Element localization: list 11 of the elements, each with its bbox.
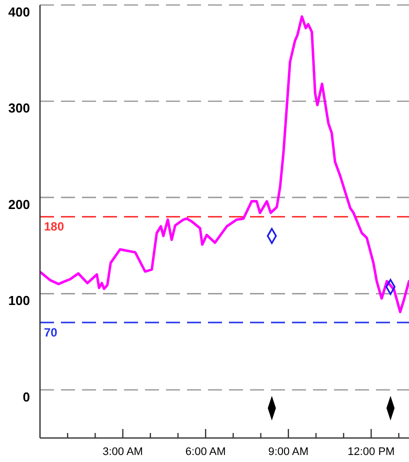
x-tick-label: 3:00 AM — [102, 446, 143, 458]
y-tick-label: 200 — [8, 196, 30, 212]
y-tick-label: 0 — [22, 389, 30, 404]
y-tick-label: 400 — [8, 4, 30, 20]
y-tick-label: 300 — [8, 100, 30, 116]
x-tick-label: 9:00 AM — [268, 446, 309, 458]
x-tick-label: 6:00 AM — [185, 446, 226, 458]
ref-line-label: 180 — [44, 220, 64, 234]
y-tick-label: 100 — [8, 293, 30, 308]
ref-line-label: 70 — [44, 326, 58, 340]
x-tick-label: 12:00 PM — [348, 446, 395, 458]
